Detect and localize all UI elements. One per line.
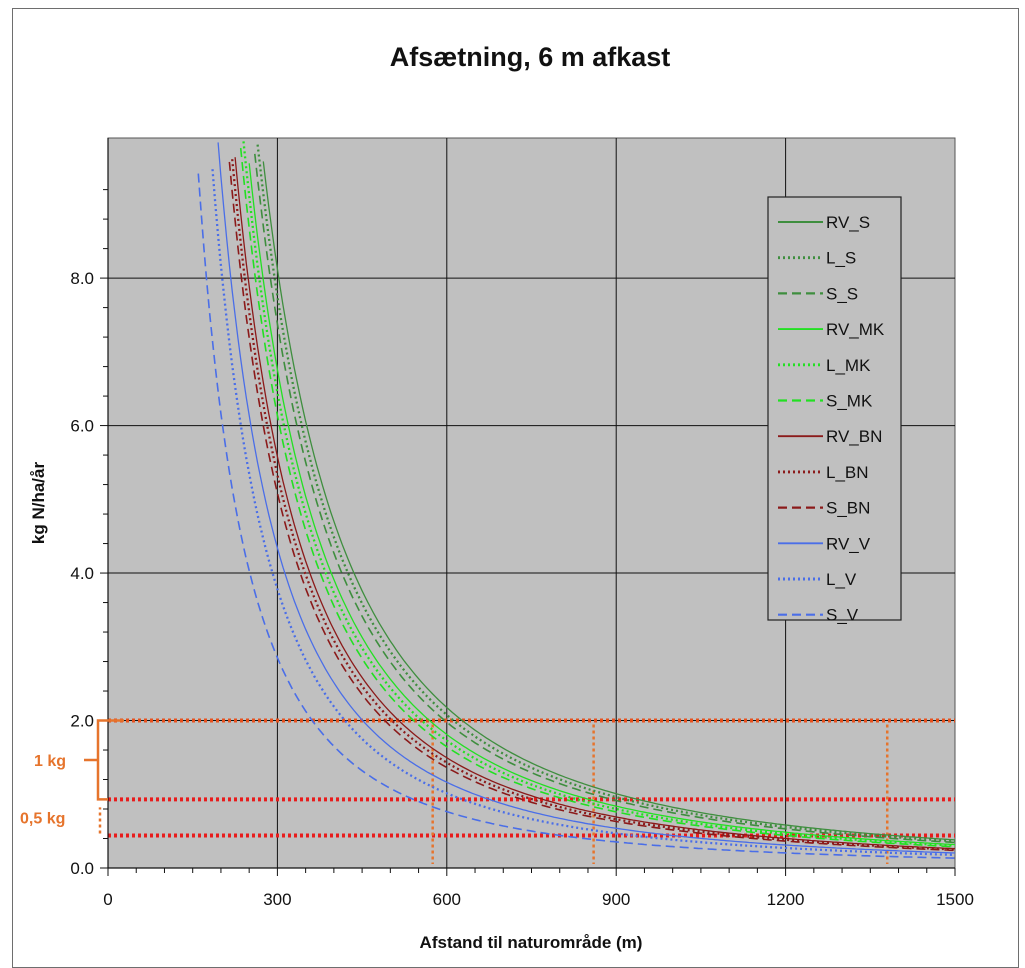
legend-label-RV_V: RV_V — [826, 534, 871, 553]
chart-title: Afsætning, 6 m afkast — [390, 42, 671, 72]
legend-label-L_V: L_V — [826, 570, 857, 589]
y-tick-label: 2.0 — [70, 712, 94, 731]
series-line-RV_V — [217, 142, 956, 854]
series-line-S_MK — [239, 148, 956, 848]
series-line-S_V — [197, 173, 955, 859]
y-tick-label: 4.0 — [70, 564, 94, 583]
annotation-half-kg: 0,5 kg — [20, 810, 65, 827]
y-tick-label: 8.0 — [70, 269, 94, 288]
series-line-RV_S — [262, 161, 956, 841]
axes — [100, 138, 956, 876]
legend: RV_S L_S S_S RV_MK L_MK S_MK RV_BN L_BN S_BN RV_V… — [767, 196, 902, 625]
series-line-L_BN — [231, 159, 956, 851]
legend-label-L_S: L_S — [826, 249, 856, 268]
bracket-1kg — [84, 719, 124, 801]
y-axis-label: kg N/ha/år — [29, 462, 48, 545]
series-line-RV_BN — [234, 157, 956, 850]
x-tick-label: 1200 — [767, 890, 805, 909]
x-tick-label: 600 — [433, 890, 461, 909]
y-tick-label: 0.0 — [70, 859, 94, 878]
x-tick-label: 1500 — [936, 890, 974, 909]
series-line-L_MK — [242, 141, 956, 847]
legend-box — [767, 196, 902, 621]
x-tick-label: 0 — [103, 890, 112, 909]
legend-label-S_MK: S_MK — [826, 392, 873, 411]
series-line-L_V — [211, 169, 956, 857]
series-layer — [197, 141, 956, 859]
x-tick-label: 900 — [602, 890, 630, 909]
legend-label-S_V: S_V — [826, 606, 859, 625]
x-axis-label: Afstand til naturområde (m) — [420, 933, 643, 952]
series-line-S_BN — [228, 161, 956, 852]
legend-label-L_MK: L_MK — [826, 356, 871, 375]
legend-label-L_BN: L_BN — [826, 463, 869, 482]
legend-label-S_BN: S_BN — [826, 499, 870, 518]
tick-labels: 0 300 600 900 1200 1500 0.0 2.0 4.0 6.0 8.0 — [70, 269, 974, 909]
annotation-1kg: 1 kg — [34, 753, 66, 770]
annotations: 1 kg 0,5 kg — [20, 719, 124, 834]
legend-label-RV_MK: RV_MK — [826, 320, 885, 339]
series-line-S_S — [254, 153, 956, 844]
legend-label-RV_S: RV_S — [826, 213, 870, 232]
legend-label-S_S: S_S — [826, 284, 858, 303]
legend-label-RV_BN: RV_BN — [826, 427, 882, 446]
x-tick-label: 300 — [263, 890, 291, 909]
series-line-RV_MK — [248, 163, 956, 846]
y-tick-label: 6.0 — [70, 417, 94, 436]
